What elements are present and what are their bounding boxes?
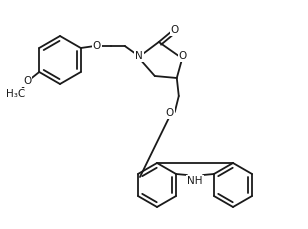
Text: O: O (166, 108, 174, 118)
Text: O: O (179, 51, 187, 61)
Text: H₃C: H₃C (6, 89, 25, 99)
Text: O: O (23, 76, 31, 86)
Text: NH: NH (187, 176, 203, 186)
Text: O: O (93, 41, 101, 51)
Text: N: N (135, 51, 143, 61)
Text: O: O (171, 25, 179, 35)
